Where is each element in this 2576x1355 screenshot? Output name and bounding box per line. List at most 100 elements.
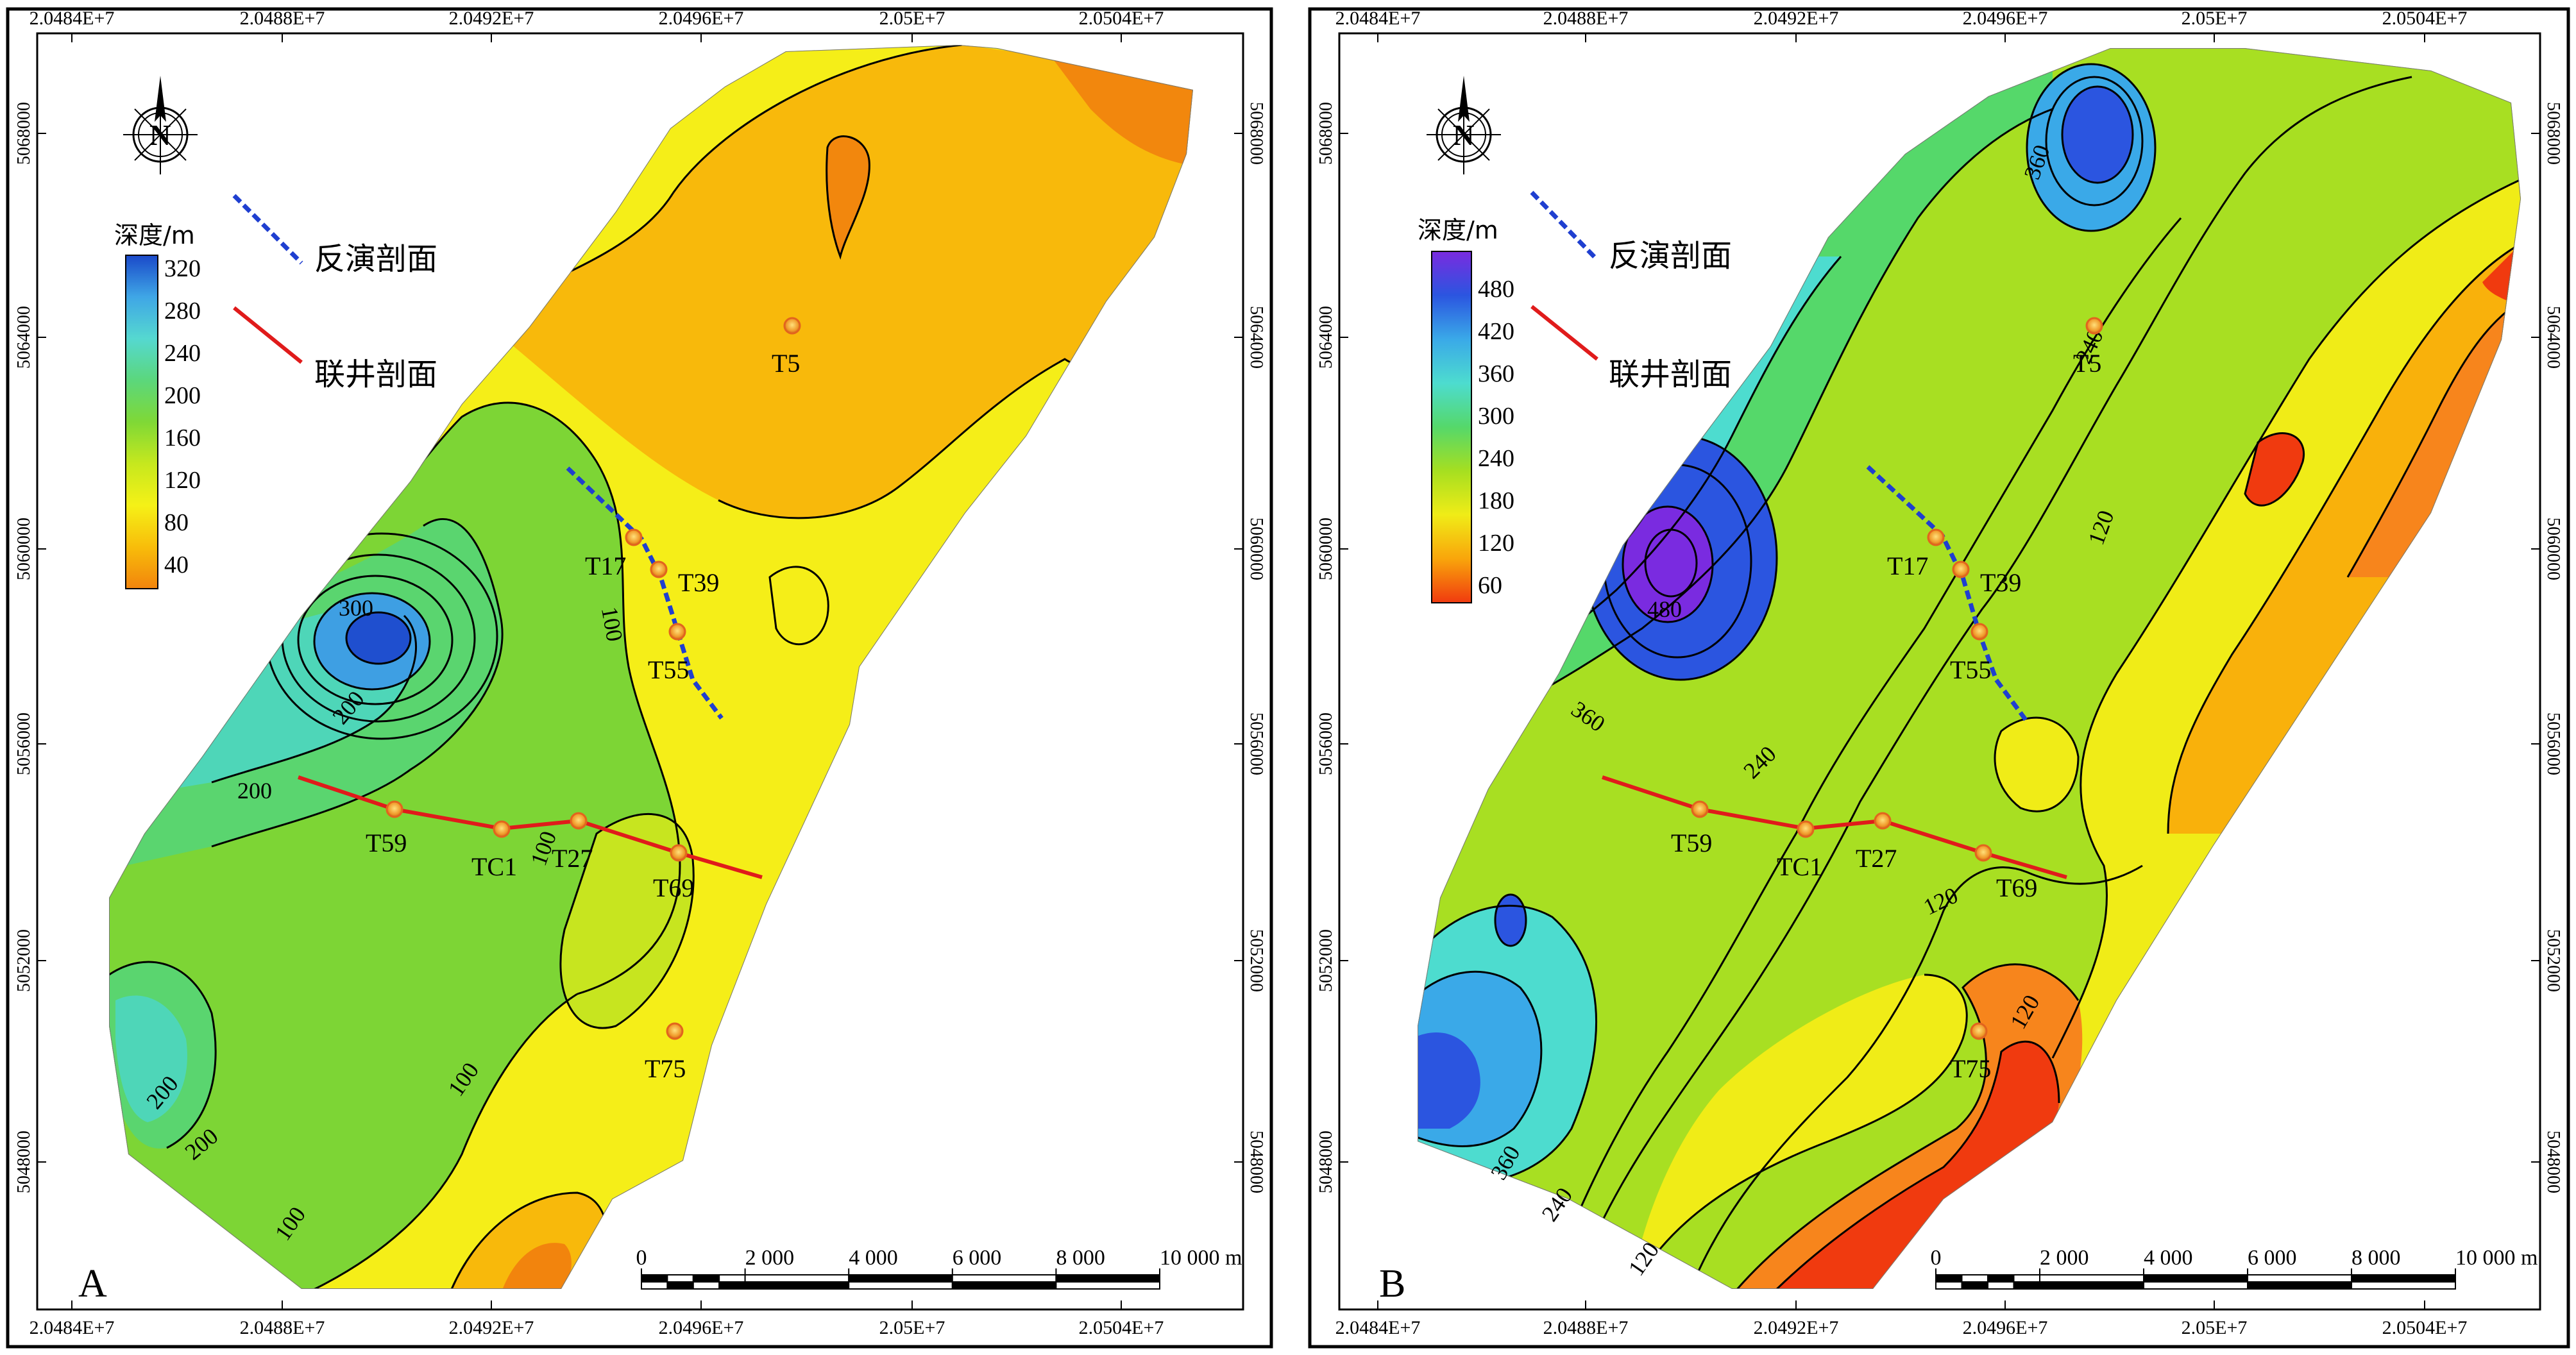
- well-label: TC1: [471, 852, 517, 881]
- legend-tick-label: 180: [1478, 487, 1514, 514]
- well-label: T59: [1671, 829, 1712, 857]
- scale-bar-label: 0: [636, 1246, 647, 1270]
- y-tick-label-left: 5052000: [1316, 929, 1336, 992]
- well-label: T5: [2073, 349, 2101, 378]
- y-tick-label-left: 5060000: [14, 518, 34, 580]
- compass-icon: N: [123, 76, 198, 174]
- panel-a-well-section-line: [298, 775, 763, 879]
- x-tick-label-bottom: 2.0484E+7: [1335, 1317, 1421, 1338]
- well-marker-tc1[interactable]: TC1: [471, 820, 517, 881]
- x-tick-label-bottom: 2.0488E+7: [240, 1317, 325, 1338]
- well-marker-t5[interactable]: T5: [772, 317, 801, 378]
- scale-bar-label: 6 000: [2248, 1246, 2297, 1270]
- scale-bar-label: 2 000: [2040, 1246, 2089, 1270]
- legend-tick-label: 80: [164, 509, 189, 536]
- x-tick-label-bottom: 2.0504E+7: [1079, 1317, 1164, 1338]
- panel-b-depth-legend: 深度/m 480 420 360 300 240 180 120 60: [1418, 216, 1514, 603]
- well-marker-t17[interactable]: T17: [1887, 528, 1945, 580]
- well-label: T27: [1856, 844, 1897, 873]
- well-marker-t75[interactable]: T75: [645, 1022, 686, 1083]
- x-tick-label-top: 2.0484E+7: [30, 8, 115, 29]
- y-tick-label-right: 5064000: [2543, 306, 2563, 369]
- scale-bar-label: 0: [1931, 1246, 1942, 1270]
- well-marker-t59[interactable]: T59: [1671, 800, 1712, 857]
- legend-tick-label: 320: [164, 255, 201, 282]
- well-marker-t69[interactable]: T69: [1974, 844, 2037, 902]
- well-marker-t39[interactable]: T39: [1952, 560, 2021, 597]
- well-marker-tc1[interactable]: TC1: [1777, 820, 1822, 881]
- depth-colorbar: [125, 255, 158, 589]
- well-marker-t27[interactable]: T27: [1856, 812, 1897, 873]
- y-tick-label-left: 5056000: [1316, 712, 1336, 775]
- compass-label: N: [1453, 119, 1474, 151]
- contour-label: 300: [339, 595, 373, 621]
- y-tick-label-right: 5048000: [2543, 1131, 2563, 1193]
- y-tick-label-left: 5052000: [14, 929, 34, 992]
- well-label: T17: [585, 551, 626, 580]
- legend-tick-label: 160: [164, 425, 201, 451]
- scale-bar-label: 4 000: [849, 1246, 898, 1270]
- well-label: T69: [1996, 873, 2037, 902]
- compass-icon: N: [1427, 76, 1501, 174]
- y-tick-label-right: 5068000: [2543, 102, 2563, 165]
- panel-b-scale-bar: 0 2 000 4 000 6 000 8 000 10 000 m: [1931, 1246, 2538, 1290]
- y-tick-label-right: 5064000: [1246, 306, 1266, 369]
- well-label: T59: [366, 829, 407, 857]
- well-label: T75: [645, 1054, 686, 1083]
- legend-tick-label: 240: [164, 340, 201, 367]
- x-tick-label-top: 2.0484E+7: [1335, 8, 1421, 29]
- y-tick-label-right: 5048000: [1246, 1131, 1266, 1193]
- legend-tick-label: 120: [1478, 530, 1514, 557]
- legend-tick-label: 280: [164, 298, 201, 324]
- y-tick-label-right: 5052000: [2543, 929, 2563, 992]
- y-tick-label-left: 5056000: [14, 712, 34, 775]
- well-label: TC1: [1777, 852, 1822, 881]
- x-tick-label-bottom: 2.0496E+7: [659, 1317, 744, 1338]
- x-tick-label-top: 2.05E+7: [879, 8, 945, 29]
- well-marker-t55[interactable]: T55: [648, 623, 689, 684]
- legend-inversion-label: 反演剖面: [1609, 238, 1732, 274]
- legend-tick-label: 120: [164, 467, 201, 494]
- legend-tick-label: 420: [1478, 318, 1514, 345]
- well-marker-t17[interactable]: T17: [585, 528, 643, 580]
- well-label: T27: [552, 844, 593, 873]
- legend-tick-label: 300: [1478, 403, 1514, 430]
- legend-inversion-label: 反演剖面: [314, 241, 437, 277]
- legend-inversion-line-sample: [1530, 190, 1599, 262]
- panel-b-inversion-section-line: [1866, 465, 2029, 723]
- x-tick-label-top: 2.0488E+7: [240, 8, 325, 29]
- y-tick-label-left: 5068000: [1316, 102, 1336, 165]
- well-marker-t69[interactable]: T69: [653, 844, 694, 902]
- y-tick-label-right: 5060000: [2543, 518, 2563, 580]
- panel-b-wells: T5 T17 T39 T55 T59 TC1 T27 T69 T75: [1671, 317, 2103, 1083]
- well-marker-t59[interactable]: T59: [366, 800, 407, 857]
- scale-bar-label: 8 000: [1056, 1246, 1105, 1270]
- x-tick-label-bottom: 2.0488E+7: [1543, 1317, 1629, 1338]
- y-tick-label-right: 5060000: [1246, 518, 1266, 580]
- well-marker-t39[interactable]: T39: [650, 560, 719, 597]
- x-tick-label-top: 2.0488E+7: [1543, 8, 1629, 29]
- x-tick-label-top: 2.0504E+7: [2382, 8, 2468, 29]
- legend-tick-label: 200: [164, 382, 201, 409]
- legend-tick-label: 360: [1478, 360, 1514, 387]
- y-tick-label-right: 5052000: [1246, 929, 1266, 992]
- panel-a-letter: A: [78, 1262, 107, 1306]
- contour-label: 200: [237, 778, 272, 804]
- well-label: T75: [1950, 1054, 1991, 1083]
- well-marker-t27[interactable]: T27: [552, 812, 593, 873]
- well-marker-t75[interactable]: T75: [1950, 1022, 1991, 1083]
- y-tick-label-left: 5068000: [14, 102, 34, 165]
- legend-title: 深度/m: [1418, 216, 1498, 244]
- well-marker-t5[interactable]: T5: [2073, 317, 2103, 378]
- panel-b-letter: B: [1379, 1262, 1405, 1306]
- scale-bar-label: 10 000 m: [1160, 1246, 1242, 1270]
- legend-inversion-line-sample: [232, 194, 303, 265]
- panel-b-well-section-line: [1602, 775, 2067, 879]
- x-tick-label-bottom: 2.05E+7: [879, 1317, 945, 1338]
- x-tick-label-bottom: 2.0492E+7: [1754, 1317, 1839, 1338]
- panel-a-axis-ticks: 2.0484E+7 2.0484E+7 2.0488E+7 2.0488E+7 2.04…: [14, 8, 1266, 1338]
- scale-bar-label: 4 000: [2144, 1246, 2193, 1270]
- legend-well-line-sample: [1530, 305, 1598, 361]
- well-marker-t55[interactable]: T55: [1950, 623, 1991, 684]
